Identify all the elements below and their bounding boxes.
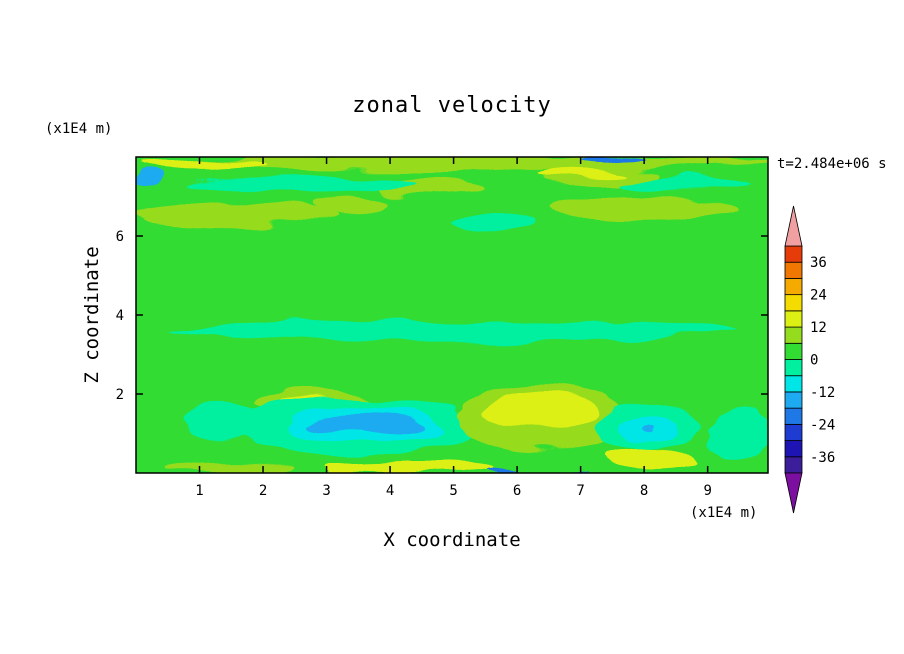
field-region <box>136 261 333 290</box>
colorbar-tick-label: -12 <box>810 385 835 401</box>
x-tick-label: 6 <box>513 483 521 499</box>
colorbar-swatch <box>784 245 803 263</box>
y-tick-label: 2 <box>116 387 124 403</box>
y-unit-label: (x1E4 m) <box>45 121 112 137</box>
colorbar-swatch <box>784 278 803 296</box>
y-axis-label: Z coordinate <box>81 246 103 383</box>
colorbar-swatch <box>784 423 803 441</box>
colorbar-over-arrow <box>784 205 803 247</box>
field-region <box>440 346 695 371</box>
colorbar-swatch <box>784 440 803 458</box>
field-region <box>136 203 340 226</box>
colorbar-swatch <box>784 359 803 377</box>
colorbar-tick-label: -24 <box>810 417 835 433</box>
colorbar-swatch <box>784 391 803 409</box>
field-region <box>186 176 416 193</box>
x-tick-label: 7 <box>576 483 584 499</box>
colorbar-tick-label: 0 <box>810 353 818 369</box>
y-tick-label: 4 <box>116 308 124 324</box>
field-region <box>136 158 264 171</box>
field-region <box>580 157 645 162</box>
x-tick-label: 5 <box>449 483 457 499</box>
colorbar-under-arrow <box>784 472 803 514</box>
field-region <box>618 177 746 192</box>
field-region <box>313 196 391 213</box>
field-region <box>167 461 295 473</box>
colorbar: 36 24 12 0 -12 -24 -36 <box>784 205 835 514</box>
colorbar-swatch <box>784 375 803 393</box>
colorbar-swatch <box>784 407 803 425</box>
field-region <box>447 213 537 231</box>
contour-layer <box>136 157 768 473</box>
field-region <box>536 168 626 178</box>
x-axis-label: X coordinate <box>383 529 520 551</box>
x-tick-label: 4 <box>386 483 394 499</box>
plot-area: 1 2 3 4 5 6 7 8 9 2 4 6 <box>116 156 769 499</box>
colorbar-swatch <box>784 261 803 279</box>
colorbar-swatch <box>784 310 803 328</box>
chart-title: zonal velocity <box>352 93 551 118</box>
x-tick-label: 3 <box>322 483 330 499</box>
field-region <box>136 172 162 185</box>
colorbar-swatch <box>784 294 803 312</box>
colorbar-swatch <box>784 342 803 360</box>
time-label: t=2.484e+06 s <box>777 156 887 172</box>
colorbar-tick-label: -36 <box>810 450 835 466</box>
velocity-field <box>136 157 768 473</box>
field-region <box>606 449 695 470</box>
field-region <box>326 461 492 473</box>
colorbar-swatch <box>784 326 803 344</box>
field-region <box>548 196 740 221</box>
field-region <box>167 320 740 341</box>
field-region <box>307 415 422 432</box>
x-tick-label: 1 <box>195 483 203 499</box>
x-unit-label: (x1E4 m) <box>690 505 757 521</box>
field-region <box>707 409 768 458</box>
x-tick-label: 9 <box>703 483 711 499</box>
axis-ticks: 1 2 3 4 5 6 7 8 9 2 4 6 <box>116 157 768 499</box>
colorbar-tick-label: 12 <box>810 320 827 336</box>
colorbar-tick-label: 36 <box>810 255 827 271</box>
field-region <box>485 467 587 473</box>
x-tick-label: 2 <box>259 483 267 499</box>
x-tick-label: 8 <box>640 483 648 499</box>
field-region <box>645 428 656 435</box>
colorbar-tick-label: 24 <box>810 288 827 304</box>
field-region <box>180 401 257 442</box>
colorbar-swatch <box>784 456 803 474</box>
y-tick-label: 6 <box>116 229 124 245</box>
field-region <box>485 392 600 432</box>
